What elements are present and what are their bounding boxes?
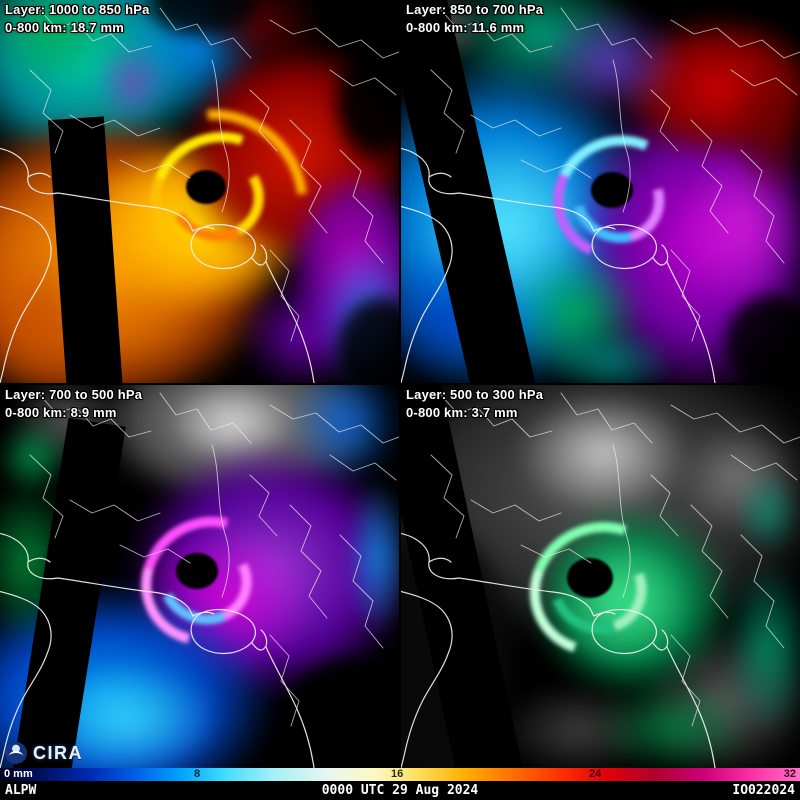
panel-mean-label: 0-800 km: 8.9 mm [5, 404, 117, 420]
colorbar-tick-0: 0 mm [4, 768, 33, 780]
cyclone-eye [186, 170, 226, 204]
cira-logo: CIRA [33, 742, 83, 763]
panel-label: Layer: 700 to 500 hPa 0-800 km: 8.9 mm [5, 386, 142, 421]
moisture-field [0, 385, 399, 768]
coastline-overlay [0, 392, 399, 768]
logo-group: CIRA [5, 740, 83, 766]
footer-product-label: ALPW [5, 783, 37, 798]
panel-layer-label: Layer: 1000 to 850 hPa [5, 2, 150, 17]
panel-1000-850: Layer: 1000 to 850 hPa 0-800 km: 18.7 mm [0, 0, 399, 383]
cyclone-swirl [401, 385, 800, 768]
quadrant-grid: Layer: 1000 to 850 hPa 0-800 km: 18.7 mm [0, 0, 800, 768]
footer-timestamp: 0000 UTC 29 Aug 2024 [321, 783, 479, 798]
panel-mean-label: 0-800 km: 11.6 mm [406, 19, 525, 35]
footer-bar: ALPW 0000 UTC 29 Aug 2024 IO022024 [0, 781, 800, 800]
panel-850-700: Layer: 850 to 700 hPa 0-800 km: 11.6 mm [401, 0, 800, 383]
panel-layer-label: Layer: 500 to 300 hPa [406, 387, 544, 402]
panel-label: Layer: 500 to 300 hPa 0-800 km: 3.7 mm [406, 386, 543, 421]
cyclone-swirl [0, 0, 399, 383]
panel-mean-label: 0-800 km: 3.7 mm [406, 404, 518, 420]
coastline-overlay [0, 7, 399, 383]
colorbar: 0 mm 8 16 24 32 [0, 768, 800, 781]
moisture-field [401, 0, 800, 383]
panel-label: Layer: 850 to 700 hPa 0-800 km: 11.6 mm [406, 1, 543, 36]
panel-label: Layer: 1000 to 850 hPa 0-800 km: 18.7 mm [5, 1, 150, 36]
panel-layer-label: Layer: 700 to 500 hPa [5, 387, 143, 402]
coastline-overlay [401, 392, 800, 768]
panel-500-300: Layer: 500 to 300 hPa 0-800 km: 3.7 mm [401, 385, 800, 768]
footer-storm-id: IO022024 [732, 783, 795, 798]
colorbar-tick-8: 8 [194, 768, 201, 780]
colorbar-tick-24: 24 [589, 768, 602, 780]
coastline-overlay [401, 7, 800, 383]
colorbar-tick-16: 16 [391, 768, 404, 780]
cyclone-eye [567, 558, 613, 598]
colorbar-tick-32: 32 [783, 768, 796, 780]
panel-layer-label: Layer: 850 to 700 hPa [406, 2, 544, 17]
panel-mean-label: 0-800 km: 18.7 mm [5, 19, 125, 35]
panel-700-500: Layer: 700 to 500 hPa 0-800 km: 8.9 mm [0, 385, 399, 768]
moisture-field [0, 0, 399, 383]
noaa-logo-icon [5, 742, 27, 764]
moisture-field [401, 385, 800, 768]
